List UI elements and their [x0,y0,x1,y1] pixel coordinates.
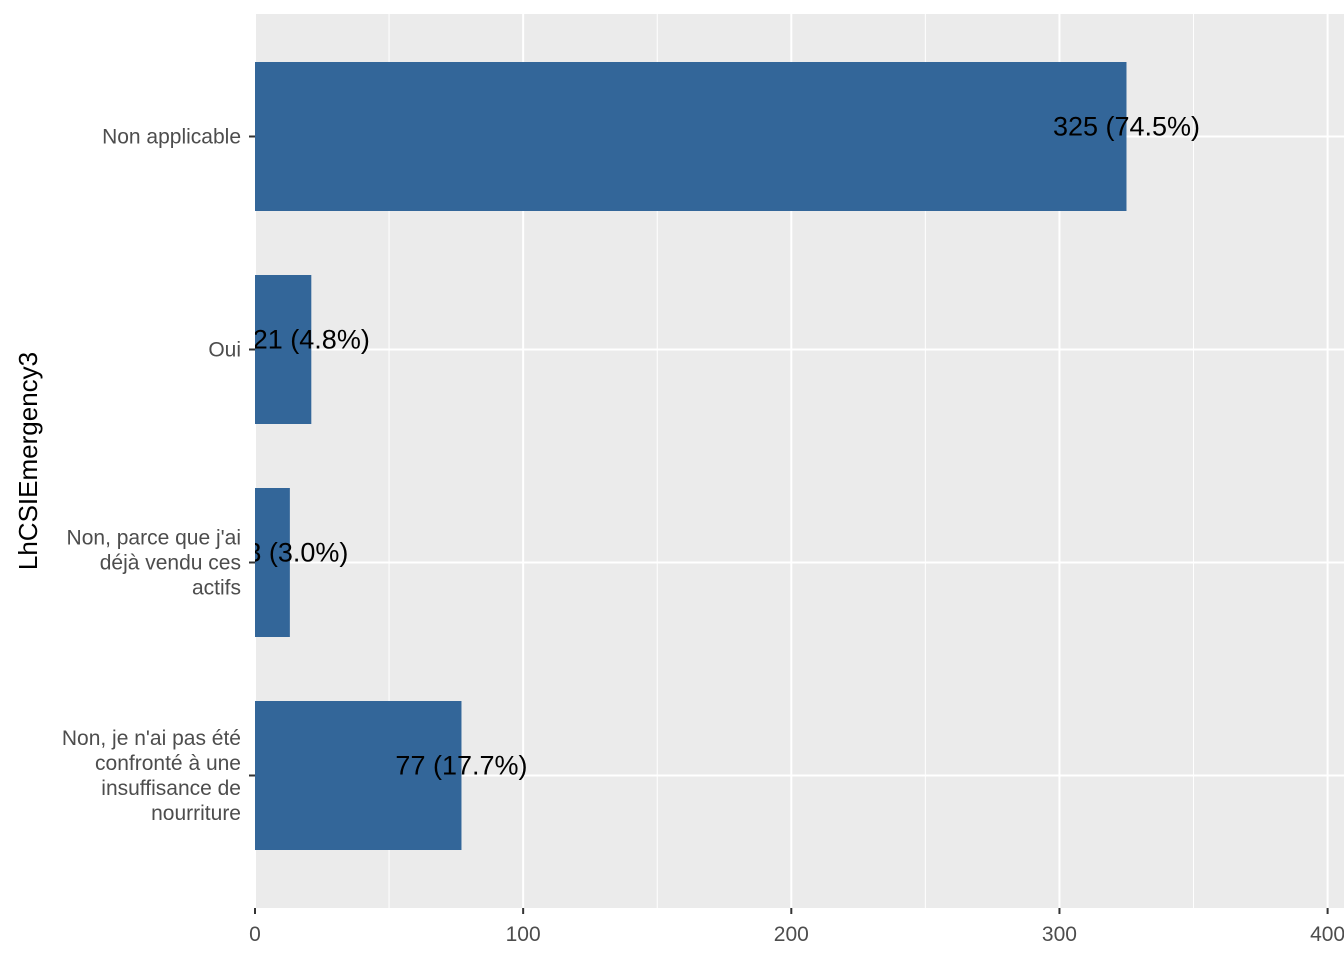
x-tick-label: 400 [1310,923,1344,946]
data-label: 77 (17.7%) [395,751,527,781]
x-tick-label: 300 [1042,923,1077,946]
y-tick-label-line: Oui [208,339,241,362]
bar [255,275,312,424]
y-tick-label-line: Non, je n'ai pas été [62,727,241,750]
y-tick-label-line: confronté à une [95,752,241,775]
y-axis: Non applicable Oui Non, parce que j'ai déjà… [62,126,255,825]
data-labels: 325 (74.5%) 21 (4.8%) 13 (3.0%) 77 (17.7%) [231,112,1200,781]
y-tick-label-line: Non applicable [102,126,241,149]
x-tick-label: 0 [249,923,261,946]
data-label: 325 (74.5%) [1053,112,1200,142]
data-label: 13 (3.0%) [231,538,348,568]
y-tick-label-line: déjà vendu ces [100,552,241,575]
y-tick-label-line: Non, parce que j'ai [67,527,241,550]
x-tick-label: 100 [506,923,541,946]
bar [255,701,462,850]
bars [255,62,1127,850]
bar [255,62,1127,211]
y-tick-label: Non, je n'ai pas été confronté à une insuf… [62,727,241,825]
bar [255,488,290,637]
x-axis: 0 100 200 300 400 [249,908,1344,946]
y-tick-label-line: insuffisance de [101,777,241,800]
y-axis-title: LhCSIEmergency3 [13,352,43,570]
y-tick-label-line: nourriture [151,802,241,825]
y-tick-label-line: actifs [192,577,241,600]
y-tick-label: Non applicable [102,126,241,149]
y-tick-label: Non, parce que j'ai déjà vendu ces actifs [67,527,241,600]
x-tick-label: 200 [774,923,809,946]
y-tick-label: Oui [208,339,241,362]
data-label: 21 (4.8%) [253,325,370,355]
